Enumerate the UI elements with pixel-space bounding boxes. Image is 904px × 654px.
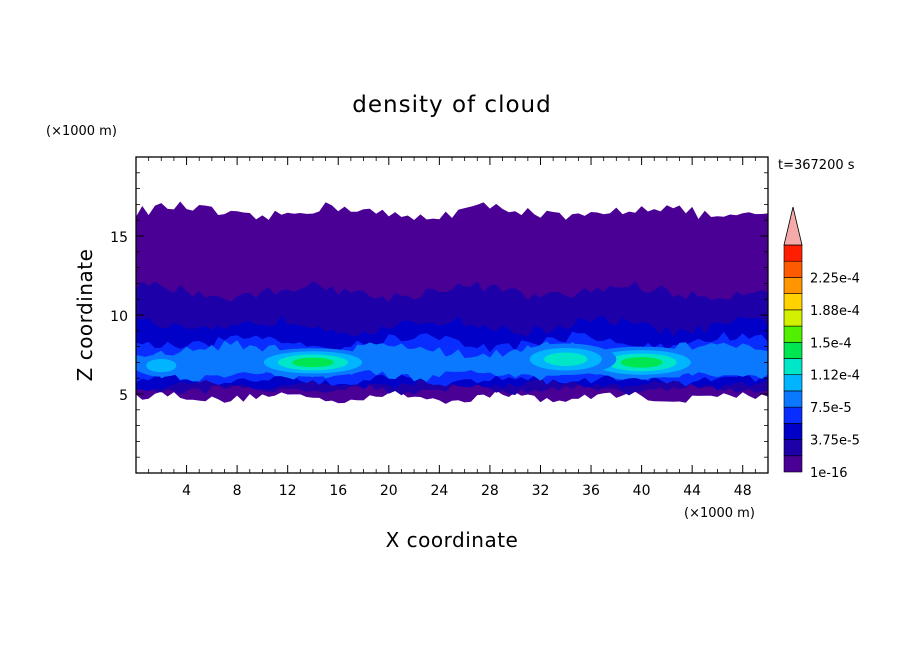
colorbar-label: 1.5e-4: [810, 336, 852, 351]
x-tick-label: 24: [430, 483, 448, 499]
colorbar-label: 2.25e-4: [810, 271, 860, 286]
x-axis-ticks: 4 8 12 16 20 24 28 32 36 40 44 48: [148, 157, 756, 499]
y-unit-label: (×1000 m): [46, 124, 117, 139]
cloud-core-1-level-7: [620, 357, 663, 368]
chart-title: density of cloud: [352, 92, 551, 118]
y-axis-ticks: 5 10 15: [110, 172, 768, 458]
x-tick-label: 20: [380, 483, 398, 499]
cloud-core-2-level-5: [146, 358, 177, 373]
x-tick-label: 40: [633, 483, 651, 499]
colorbar-swatch: [783, 244, 803, 262]
colorbar-swatch: [783, 358, 803, 376]
colorbar-swatch: [783, 423, 803, 440]
x-tick-label: 28: [481, 483, 499, 499]
x-tick-label: 44: [683, 483, 701, 499]
x-tick-label: 4: [182, 483, 191, 499]
cloud-core-3-level-6: [544, 352, 588, 367]
cloud-field: [135, 201, 768, 404]
time-label: t=367200 s: [778, 158, 855, 173]
colorbar-swatch: [783, 293, 803, 311]
colorbar-swatch: [783, 455, 803, 473]
y-tick-label: 15: [110, 230, 128, 246]
colorbar-swatch: [783, 341, 803, 359]
y-tick-label: 10: [110, 309, 128, 325]
colorbar: 1e-16 3.75e-5 7.5e-5 1.12e-4 1.5e-4 1.88e-4 2.…: [783, 206, 860, 481]
colorbar-swatch: [783, 374, 803, 392]
x-tick-label: 36: [582, 483, 600, 499]
y-tick-label: 5: [119, 388, 128, 404]
x-axis-label: X coordinate: [386, 528, 519, 552]
x-tick-label: 8: [233, 483, 242, 499]
colorbar-swatch: [783, 325, 803, 343]
colorbar-label: 1e-16: [810, 466, 848, 481]
cloud-core-0-level-7: [291, 357, 335, 368]
colorbar-swatch: [783, 260, 803, 278]
x-tick-label: 32: [532, 483, 550, 499]
x-tick-label: 48: [734, 483, 752, 499]
x-unit-label: (×1000 m): [684, 506, 755, 521]
colorbar-swatch: [783, 390, 803, 408]
colorbar-label: 3.75e-5: [810, 434, 860, 449]
colorbar-swatch: [783, 439, 803, 457]
colorbar-extend-arrow: [783, 206, 803, 246]
colorbar-swatch: [783, 309, 803, 327]
y-axis-label: Z coordinate: [73, 249, 97, 382]
x-tick-label: 12: [279, 483, 297, 499]
x-tick-label: 16: [329, 483, 347, 499]
colorbar-label: 1.12e-4: [810, 369, 860, 384]
colorbar-label: 7.5e-5: [810, 401, 852, 416]
colorbar-label: 1.88e-4: [810, 304, 860, 319]
colorbar-swatch: [783, 277, 803, 294]
colorbar-swatch: [783, 406, 803, 424]
